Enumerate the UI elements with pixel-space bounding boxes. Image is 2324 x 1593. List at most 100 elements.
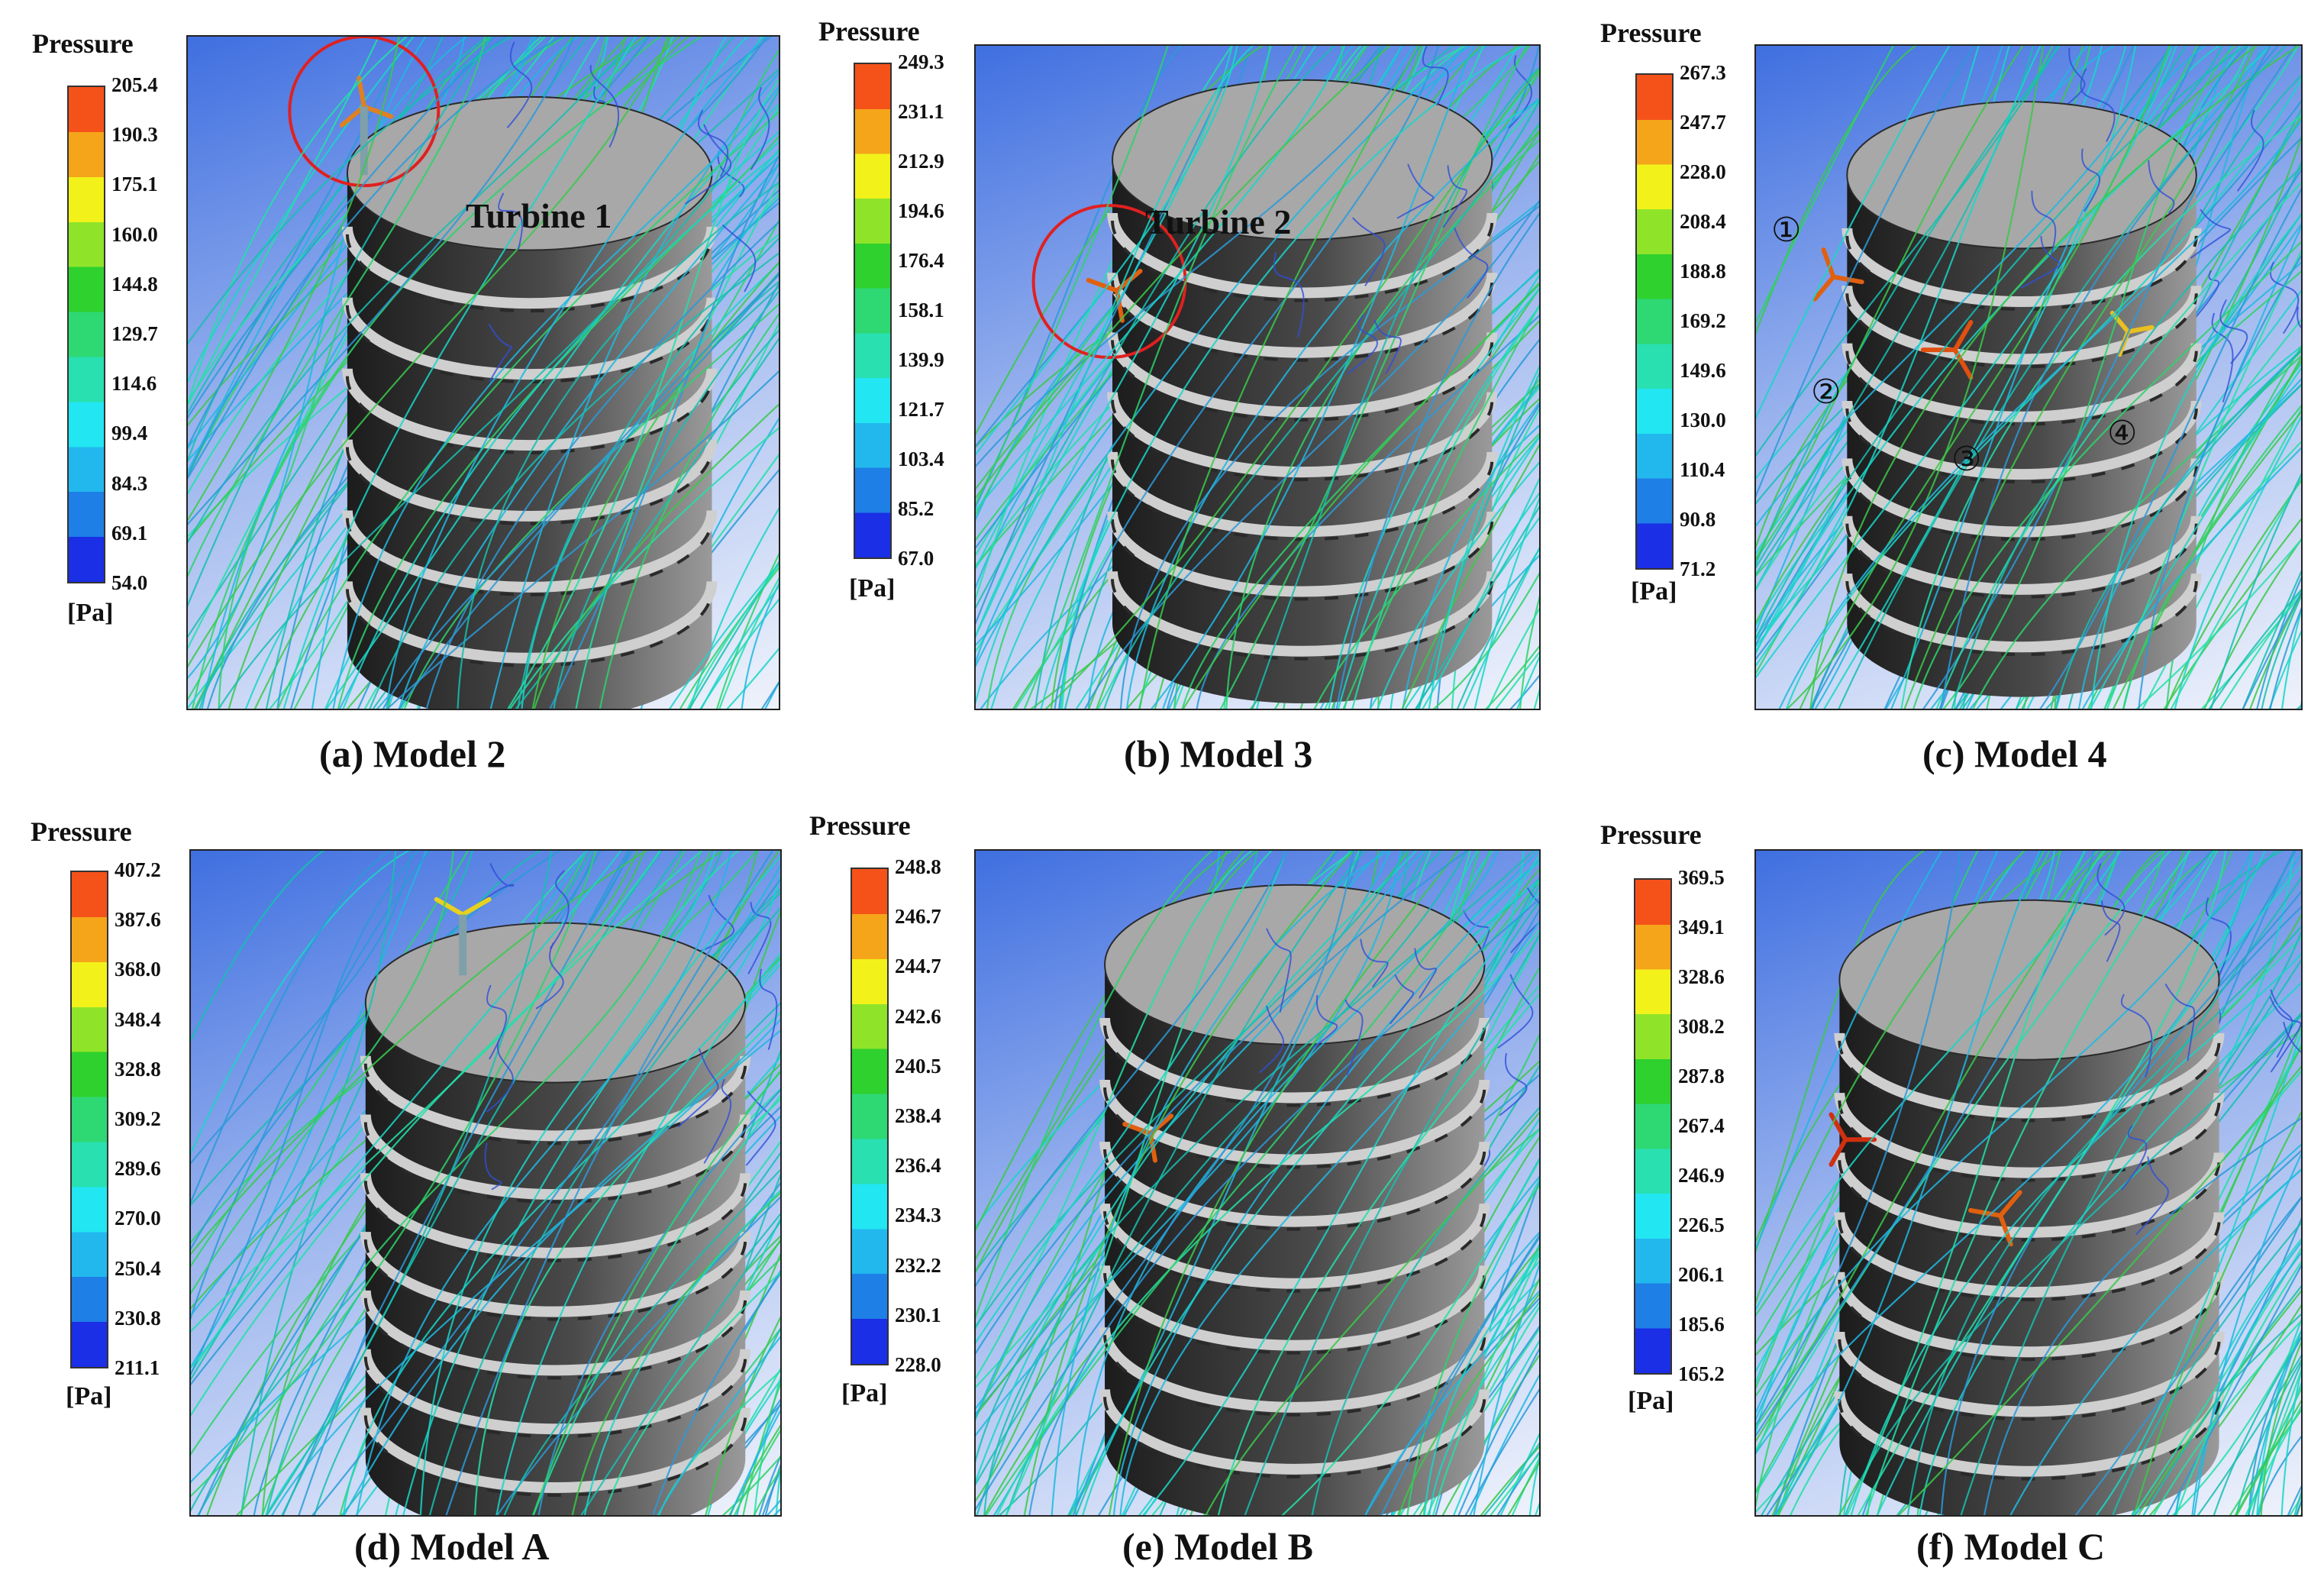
simulation-view (189, 849, 782, 1517)
streamline-render (188, 37, 779, 709)
colorbar-tick-label: 69.1 (111, 521, 148, 544)
turbine-marker-1: ① (1771, 212, 1802, 249)
colorbar-tick-label: 185.6 (1678, 1313, 1725, 1336)
colorbar-title: Pressure (818, 16, 920, 47)
panel-caption: (d) Model A (354, 1525, 550, 1568)
colorbar-tick-label: 99.4 (111, 422, 148, 445)
simulation-view (974, 849, 1541, 1517)
simulation-view: Turbine 2 (974, 44, 1541, 710)
pressure-colorbar (854, 63, 892, 559)
colorbar-tick-label: 240.5 (895, 1054, 941, 1078)
colorbar-tick-label: 71.2 (1680, 557, 1716, 580)
colorbar-tick-label: 246.7 (895, 905, 941, 929)
colorbar-tick-label: 84.3 (111, 471, 148, 495)
colorbar-tick-label: 369.5 (1678, 866, 1725, 889)
turbine-marker-3: ③ (1951, 441, 1982, 478)
colorbar-tick-label: 165.2 (1678, 1362, 1725, 1385)
colorbar-tick-label: 121.7 (898, 398, 944, 421)
colorbar-title: Pressure (1600, 18, 1702, 48)
colorbar-unit: [Pa] (1628, 1387, 1674, 1415)
colorbar-tick-label: 103.4 (898, 448, 944, 470)
colorbar-tick-label: 190.3 (111, 123, 158, 147)
colorbar-title: Pressure (1600, 819, 1702, 850)
colorbar-tick-label: 267.4 (1678, 1114, 1725, 1137)
panel-caption: (a) Model 2 (319, 732, 506, 775)
colorbar-tick-label: 244.7 (895, 955, 941, 978)
colorbar-tick-label: 270.0 (115, 1207, 161, 1230)
colorbar-tick-label: 226.5 (1678, 1213, 1725, 1236)
colorbar-tick-label: 114.6 (111, 372, 157, 396)
pressure-colorbar (67, 86, 105, 583)
colorbar-tick-label: 289.6 (115, 1157, 161, 1181)
colorbar-tick-label: 144.8 (111, 272, 158, 296)
colorbar-title: Pressure (809, 810, 911, 841)
colorbar-tick-label: 238.4 (895, 1104, 941, 1127)
colorbar-tick-label: 176.4 (898, 249, 944, 272)
colorbar-tick-label: 328.6 (1678, 965, 1725, 988)
turbine-marker-4: ④ (2107, 415, 2138, 452)
pressure-colorbar (1635, 73, 1674, 570)
pressure-colorbar (851, 868, 889, 1365)
colorbar-unit: [Pa] (67, 599, 114, 627)
colorbar-unit: [Pa] (841, 1379, 888, 1407)
streamline-render (976, 46, 1539, 709)
colorbar-tick-label: 212.9 (898, 150, 944, 173)
colorbar-tick-label: 130.0 (1680, 409, 1726, 431)
colorbar-tick-label: 348.4 (115, 1007, 161, 1031)
colorbar-tick-label: 250.4 (115, 1256, 161, 1280)
colorbar-tick-label: 387.6 (115, 908, 161, 932)
colorbar-tick-label: 110.4 (1680, 458, 1725, 481)
pressure-colorbar (70, 871, 108, 1368)
colorbar-unit: [Pa] (849, 574, 896, 603)
simulation-view: Turbine 1 (186, 35, 780, 710)
turbine-label: Turbine 2 (1145, 202, 1292, 241)
colorbar-tick-label: 228.0 (895, 1353, 941, 1376)
colorbar-tick-label: 194.6 (898, 199, 944, 222)
colorbar-tick-label: 208.4 (1680, 210, 1726, 233)
colorbar-title: Pressure (32, 28, 134, 59)
colorbar-tick-label: 232.2 (895, 1253, 941, 1277)
colorbar-tick-label: 407.2 (115, 858, 161, 881)
colorbar-tick-label: 328.8 (115, 1057, 161, 1081)
colorbar-tick-label: 149.6 (1680, 359, 1726, 382)
colorbar-tick-label: 249.3 (898, 50, 944, 73)
colorbar-tick-label: 175.1 (111, 173, 158, 196)
turbine-label: Turbine 1 (466, 196, 612, 235)
colorbar-unit: [Pa] (66, 1382, 112, 1410)
colorbar-tick-label: 267.3 (1680, 61, 1726, 84)
colorbar-tick-label: 236.4 (895, 1154, 941, 1178)
colorbar-unit: [Pa] (1631, 577, 1677, 606)
colorbar-tick-label: 90.8 (1680, 508, 1716, 531)
streamline-render (1756, 851, 2301, 1515)
panel-caption: (c) Model 4 (1922, 732, 2107, 775)
colorbar-tick-label: 246.9 (1678, 1164, 1725, 1187)
colorbar-tick-label: 287.8 (1678, 1065, 1725, 1087)
colorbar-tick-label: 169.2 (1680, 309, 1726, 332)
colorbar-tick-label: 247.7 (1680, 111, 1726, 134)
colorbar-tick-label: 129.7 (111, 322, 158, 345)
colorbar-tick-label: 139.9 (898, 348, 944, 371)
colorbar-tick-label: 368.0 (115, 958, 161, 981)
turbine-marker-2: ② (1811, 373, 1841, 411)
colorbar-title: Pressure (31, 816, 132, 847)
colorbar-tick-label: 230.8 (115, 1306, 161, 1330)
streamline-render (191, 851, 780, 1515)
streamline-render (1756, 46, 2301, 709)
colorbar-tick-label: 228.0 (1680, 160, 1726, 183)
colorbar-tick-label: 308.2 (1678, 1015, 1725, 1038)
colorbar-tick-label: 309.2 (115, 1107, 161, 1130)
colorbar-tick-label: 234.3 (895, 1204, 941, 1227)
colorbar-tick-label: 67.0 (898, 547, 934, 570)
colorbar-tick-label: 248.8 (895, 855, 941, 878)
simulation-view: ① ② ③ ④ (1754, 44, 2303, 710)
colorbar-tick-label: 242.6 (895, 1004, 941, 1028)
streamline-render (976, 851, 1539, 1515)
panel-caption: (f) Model C (1916, 1525, 2106, 1568)
colorbar-tick-label: 349.1 (1678, 916, 1725, 939)
panel-caption: (e) Model B (1122, 1525, 1313, 1568)
pressure-colorbar (1634, 878, 1672, 1375)
colorbar-tick-label: 85.2 (898, 497, 934, 520)
colorbar-tick-label: 205.4 (111, 73, 158, 96)
colorbar-tick-label: 211.1 (115, 1356, 160, 1379)
simulation-view (1754, 849, 2303, 1517)
